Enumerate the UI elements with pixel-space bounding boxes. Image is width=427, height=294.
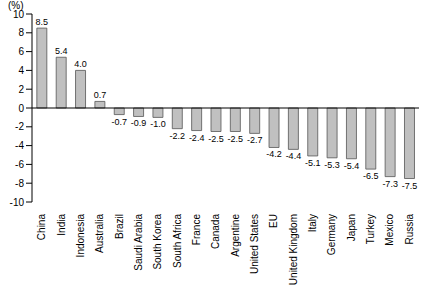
svg-text:10: 10 <box>13 9 25 20</box>
svg-text:-1.0: -1.0 <box>150 119 166 129</box>
svg-text:Saudi Arabia: Saudi Arabia <box>133 214 144 271</box>
svg-text:0: 0 <box>18 103 24 114</box>
svg-text:Germany: Germany <box>326 214 337 255</box>
svg-text:Turkey: Turkey <box>365 214 376 244</box>
svg-text:8: 8 <box>18 27 24 38</box>
svg-text:-2: -2 <box>15 121 24 132</box>
svg-text:-2.4: -2.4 <box>189 133 205 143</box>
svg-text:-4.2: -4.2 <box>266 149 282 159</box>
svg-text:-0.7: -0.7 <box>111 117 127 127</box>
svg-text:Brazil: Brazil <box>114 214 125 239</box>
svg-text:-5.1: -5.1 <box>305 158 321 168</box>
svg-text:-6: -6 <box>15 159 24 170</box>
svg-text:-10: -10 <box>10 197 25 208</box>
svg-text:-6.5: -6.5 <box>363 171 379 181</box>
svg-text:-5.4: -5.4 <box>344 161 360 171</box>
svg-text:France: France <box>191 214 202 246</box>
svg-text:Japan: Japan <box>346 214 357 241</box>
svg-text:India: India <box>56 214 67 236</box>
svg-text:-2.5: -2.5 <box>208 134 224 144</box>
svg-text:-7.3: -7.3 <box>382 179 398 189</box>
svg-text:-4: -4 <box>15 140 24 151</box>
svg-text:South Africa: South Africa <box>172 214 183 268</box>
svg-text:-7.5: -7.5 <box>402 181 418 191</box>
svg-text:6: 6 <box>18 46 24 57</box>
svg-text:Russia: Russia <box>404 214 415 245</box>
svg-text:4.0: 4.0 <box>74 59 87 69</box>
svg-text:2: 2 <box>18 84 24 95</box>
svg-text:-8: -8 <box>15 178 24 189</box>
svg-text:0.7: 0.7 <box>94 90 107 100</box>
svg-text:Canada: Canada <box>210 214 221 249</box>
svg-text:China: China <box>36 214 47 241</box>
svg-text:-5.3: -5.3 <box>324 160 340 170</box>
svg-text:4: 4 <box>18 65 24 76</box>
svg-text:South Korea: South Korea <box>152 214 163 270</box>
svg-text:-2.5: -2.5 <box>228 134 244 144</box>
svg-text:Indonesia: Indonesia <box>75 214 86 258</box>
svg-text:5.4: 5.4 <box>55 46 68 56</box>
svg-text:EU: EU <box>268 214 279 228</box>
svg-text:Mexico: Mexico <box>384 214 395 246</box>
svg-text:Australia: Australia <box>94 214 105 253</box>
svg-text:United States: United States <box>249 214 260 274</box>
svg-text:-0.9: -0.9 <box>131 118 147 128</box>
svg-text:-2.2: -2.2 <box>170 131 186 141</box>
svg-text:Italy: Italy <box>307 214 318 232</box>
svg-text:United Kingdom: United Kingdom <box>288 214 299 285</box>
svg-text:-2.7: -2.7 <box>247 135 263 145</box>
svg-text:8.5: 8.5 <box>36 17 49 27</box>
svg-text:-4.4: -4.4 <box>286 151 302 161</box>
svg-text:Argentine: Argentine <box>230 214 241 257</box>
